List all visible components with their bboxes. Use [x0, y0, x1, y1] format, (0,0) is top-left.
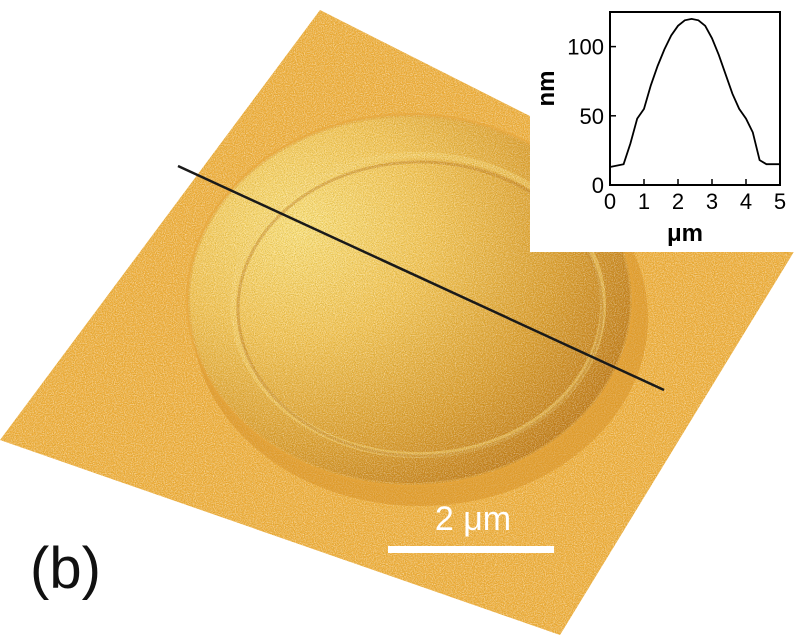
y-tick-label: 50 — [580, 104, 604, 129]
x-tick-label: 4 — [740, 189, 752, 214]
profile-line — [177, 164, 665, 392]
x-tick-label: 1 — [638, 189, 650, 214]
height-profile-inset: 0 1 2 3 4 5 0 50 100 μm nm — [530, 0, 795, 252]
scale-bar-label: 2 μm — [434, 500, 512, 538]
y-tick-label: 0 — [592, 173, 604, 198]
y-tick-label: 100 — [567, 35, 604, 60]
profile-series-line — [609, 17, 780, 168]
x-axis-label: μm — [667, 220, 703, 247]
x-tick-label: 3 — [706, 189, 718, 214]
x-tick-label: 0 — [604, 189, 616, 214]
plot-frame — [609, 11, 781, 186]
y-axis-label: nm — [533, 71, 560, 107]
x-tick-label: 2 — [672, 189, 684, 214]
scale-bar — [388, 546, 554, 553]
panel-label: (b) — [30, 536, 101, 601]
dome-grain-dark — [188, 115, 632, 485]
x-tick-label: 5 — [774, 189, 786, 214]
